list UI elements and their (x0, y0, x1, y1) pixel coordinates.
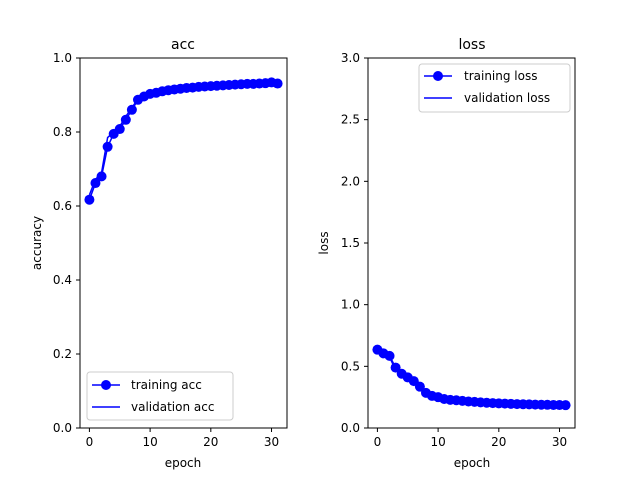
accuracy-x-tick-label: 0 (86, 435, 94, 449)
accuracy-series (84, 77, 283, 205)
loss-y-tick-label: 1.0 (341, 298, 360, 312)
accuracy-y-tick-label: 0.0 (53, 421, 72, 435)
loss-y-tick-label: 3.0 (341, 51, 360, 65)
loss-y-tick-label: 2.5 (341, 113, 360, 127)
loss-x-axis-label: epoch (454, 456, 491, 470)
accuracy-chart: acc epoch accuracy 0 10 20 30 0.0 0.2 0.4 0.6 0.… (30, 37, 288, 470)
loss-y-tick-label: 1.5 (341, 236, 360, 250)
accuracy-legend: training acc validation acc (86, 371, 234, 421)
legend-training-loss-label: training loss (464, 69, 537, 83)
legend-training-loss-marker (433, 71, 443, 81)
training-acc-line (88, 81, 278, 200)
accuracy-y-tick-label: 0.4 (53, 273, 72, 287)
accuracy-y-axis-label: accuracy (30, 216, 44, 270)
training-loss-point (560, 400, 571, 411)
training-acc-point (102, 141, 113, 152)
accuracy-y-tick-label: 0.8 (53, 125, 72, 139)
accuracy-x-tick-label: 20 (203, 435, 218, 449)
loss-series (372, 344, 571, 411)
accuracy-x-axis-label: epoch (165, 456, 202, 470)
loss-y-tick-label: 0.0 (341, 421, 360, 435)
validation-acc-line (88, 81, 278, 196)
loss-ticks: 0 10 20 30 0.0 0.5 1.0 1.5 2.0 2.5 3.0 (341, 51, 567, 449)
accuracy-y-tick-label: 0.6 (53, 199, 72, 213)
training-acc-point (272, 78, 283, 89)
accuracy-legend-box (86, 371, 234, 421)
loss-y-tick-label: 0.5 (341, 359, 360, 373)
accuracy-x-tick-label: 10 (142, 435, 157, 449)
legend-training-acc-label: training acc (131, 378, 202, 392)
loss-legend: training loss validation loss (418, 63, 571, 113)
training-acc-point (114, 124, 125, 135)
loss-y-axis-label: loss (317, 231, 331, 254)
accuracy-ticks: 0 10 20 30 0.0 0.2 0.4 0.6 0.8 1.0 (53, 51, 279, 449)
loss-x-tick-label: 20 (491, 435, 506, 449)
training-acc-point (90, 178, 101, 189)
legend-validation-acc-label: validation acc (131, 400, 214, 414)
accuracy-y-tick-label: 0.2 (53, 347, 72, 361)
accuracy-chart-title: acc (171, 37, 195, 53)
accuracy-x-tick-label: 30 (264, 435, 279, 449)
training-acc-point (126, 104, 137, 115)
training-acc-point (96, 171, 107, 182)
loss-chart: loss epoch loss 0 10 20 30 0.0 0.5 1.0 1.5 2.0 2.… (317, 37, 576, 470)
loss-x-tick-label: 10 (430, 435, 445, 449)
legend-validation-loss-label: validation loss (464, 91, 550, 105)
accuracy-y-tick-label: 1.0 (53, 51, 72, 65)
loss-chart-title: loss (458, 37, 485, 53)
legend-training-acc-marker (101, 380, 111, 390)
training-acc-point (120, 114, 131, 125)
training-loss-point (384, 350, 395, 361)
training-loss-point (414, 381, 425, 392)
training-loss-point (390, 362, 401, 373)
loss-legend-box (418, 63, 571, 113)
loss-plot-frame (367, 57, 576, 429)
loss-y-tick-label: 2.0 (341, 174, 360, 188)
loss-x-tick-label: 0 (374, 435, 382, 449)
accuracy-plot-frame (79, 57, 288, 429)
training-acc-point (84, 194, 95, 205)
loss-x-tick-label: 30 (552, 435, 567, 449)
